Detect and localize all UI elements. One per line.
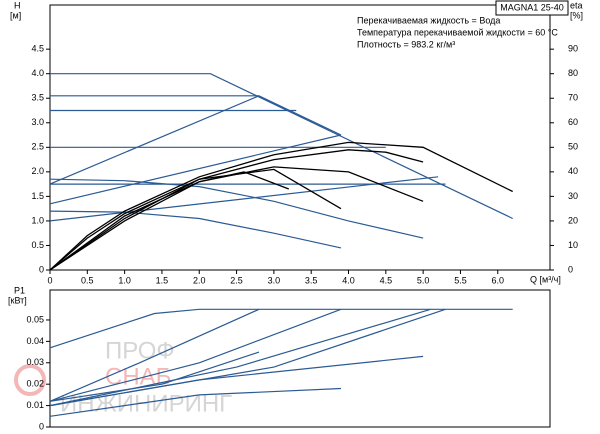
- y-tick-label: 1.5: [31, 191, 44, 201]
- y-tick-label: 3.5: [31, 93, 44, 103]
- y-tick-label: 0: [39, 421, 44, 431]
- x-tick-label: 1.5: [156, 275, 169, 285]
- y-tick-label: 4.0: [31, 68, 44, 78]
- y2-tick-label: 20: [568, 215, 578, 225]
- x-tick-label: 1.0: [118, 275, 131, 285]
- curve: [49, 171, 290, 271]
- curve: [49, 308, 342, 402]
- x-tick-label: 5.0: [417, 275, 430, 285]
- curve: [49, 168, 342, 271]
- y2-unit: [%]: [570, 10, 583, 20]
- logo: [14, 364, 46, 396]
- y2-tick-label: 50: [568, 142, 578, 152]
- curve: [50, 73, 513, 220]
- curve: [49, 178, 424, 239]
- curve: [49, 351, 260, 402]
- y2-tick-label: 40: [568, 166, 578, 176]
- curve: [49, 355, 424, 407]
- y-tick-label: 0: [39, 264, 44, 274]
- note: Плотность = 983.2 кг/м³: [357, 39, 455, 49]
- curve: [49, 387, 342, 417]
- x-tick-label: 0: [47, 275, 52, 285]
- curve: [49, 95, 260, 185]
- y2-tick-label: 80: [568, 68, 578, 78]
- watermark-text: ПРОФ: [105, 337, 175, 364]
- model-box: [495, 0, 569, 16]
- y-tick-label: 0.5: [31, 240, 44, 250]
- x-tick-label: 3.0: [268, 275, 281, 285]
- y2-tick-label: 60: [568, 117, 578, 127]
- x-tick-label: 6.0: [492, 275, 505, 285]
- y2-tick-label: 10: [568, 240, 578, 250]
- x-tick-label: 4.5: [380, 275, 393, 285]
- y-tick-label: 2.0: [31, 166, 44, 176]
- curve: [49, 176, 439, 222]
- plot-frame: [49, 289, 551, 428]
- note: Перекачиваемая жидкость = Вода: [357, 15, 500, 25]
- y-tick-label: 0.01: [26, 400, 44, 410]
- model: MAGNA1 25-40: [500, 2, 564, 12]
- curve: [49, 308, 513, 349]
- y2-tick-label: 0: [568, 264, 573, 274]
- note: Температура перекачиваемой жидкости = 60…: [357, 27, 558, 37]
- x-tick-label: 2.0: [193, 275, 206, 285]
- y-tick-label: 2.5: [31, 142, 44, 152]
- y2-tick-label: 30: [568, 191, 578, 201]
- x-tick-label: 4.0: [342, 275, 355, 285]
- watermark-text: СНАБ: [105, 363, 171, 390]
- y-tick-label: 0.04: [26, 336, 44, 346]
- x-tick-label: 5.5: [454, 275, 467, 285]
- y2-tick-label: 90: [568, 44, 578, 54]
- y-tick-label: 1.0: [31, 215, 44, 225]
- x-tick-label: 0.5: [81, 275, 94, 285]
- curve: [49, 166, 424, 271]
- y2-tick-label: 70: [568, 93, 578, 103]
- y-label: H: [14, 0, 21, 10]
- curve: [49, 141, 513, 271]
- y-tick-label: 0.05: [26, 314, 44, 324]
- x-tick-label: 3.5: [305, 275, 318, 285]
- plot-frame: [49, 4, 551, 271]
- y2-label: eta: [570, 0, 583, 10]
- x-tick-label: 2.5: [230, 275, 243, 285]
- y-label: P1: [14, 285, 25, 295]
- curve: [49, 308, 260, 402]
- y-tick-label: 0.03: [26, 357, 44, 367]
- y-tick-label: 4.5: [31, 44, 44, 54]
- curve: [49, 210, 342, 249]
- y-unit: [м]: [10, 10, 21, 20]
- y-unit: [кВт]: [8, 295, 27, 305]
- curve: [49, 134, 342, 205]
- y-tick-label: 3.0: [31, 117, 44, 127]
- curve: [49, 308, 431, 407]
- curve: [49, 149, 424, 271]
- x-label: Q [м³/ч]: [530, 274, 561, 284]
- y-tick-label: 0.02: [26, 379, 44, 389]
